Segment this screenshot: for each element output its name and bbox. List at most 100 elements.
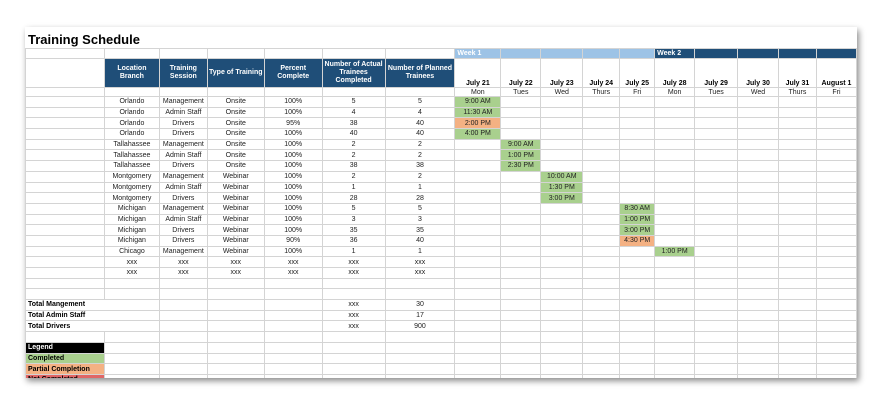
schedule-cell[interactable] bbox=[500, 234, 542, 247]
schedule-cell[interactable] bbox=[454, 224, 502, 236]
day-of-week[interactable]: Mon bbox=[454, 87, 502, 97]
planned-trainees-cell[interactable]: 3 bbox=[384, 213, 456, 226]
empty-cell[interactable] bbox=[540, 352, 584, 365]
empty-cell[interactable] bbox=[263, 331, 323, 343]
session-cell[interactable]: xxx bbox=[158, 267, 208, 279]
empty-cell[interactable] bbox=[25, 267, 105, 279]
schedule-cell[interactable] bbox=[619, 181, 656, 194]
schedule-cell[interactable] bbox=[694, 256, 739, 268]
actual-trainees-cell[interactable]: xxx bbox=[321, 267, 386, 279]
column-header[interactable]: Location Branch bbox=[103, 58, 160, 88]
empty-cell[interactable] bbox=[582, 309, 621, 322]
empty-cell[interactable] bbox=[25, 96, 105, 108]
empty-cell[interactable] bbox=[206, 320, 265, 333]
location-cell[interactable]: Orlando bbox=[103, 128, 160, 140]
empty-cell[interactable] bbox=[454, 288, 502, 301]
schedule-cell[interactable] bbox=[694, 96, 739, 108]
empty-cell[interactable] bbox=[694, 288, 739, 301]
total-label[interactable]: Total Admin Staff bbox=[25, 309, 160, 322]
schedule-cell[interactable] bbox=[815, 128, 857, 140]
planned-trainees-cell[interactable]: 40 bbox=[384, 117, 456, 130]
type-cell[interactable]: Webinar bbox=[206, 245, 265, 258]
schedule-cell[interactable] bbox=[777, 224, 817, 236]
empty-cell[interactable] bbox=[582, 299, 621, 311]
session-cell[interactable]: Management bbox=[158, 96, 208, 108]
week-2-band[interactable] bbox=[777, 48, 817, 59]
empty-cell[interactable] bbox=[694, 299, 739, 311]
empty-cell[interactable] bbox=[654, 320, 696, 333]
schedule-cell[interactable] bbox=[737, 202, 779, 215]
empty-cell[interactable] bbox=[25, 117, 105, 130]
schedule-cell[interactable] bbox=[582, 256, 621, 268]
schedule-cell[interactable] bbox=[737, 256, 779, 268]
schedule-cell[interactable] bbox=[815, 267, 857, 279]
session-cell[interactable]: xxx bbox=[158, 256, 208, 268]
day-date[interactable]: July 23 bbox=[540, 58, 584, 88]
schedule-time-cell[interactable]: 3:00 PM bbox=[540, 192, 584, 204]
empty-cell[interactable] bbox=[540, 331, 584, 343]
empty-cell[interactable] bbox=[619, 363, 656, 375]
schedule-cell[interactable] bbox=[815, 245, 857, 258]
empty-cell[interactable] bbox=[25, 277, 105, 290]
schedule-cell[interactable] bbox=[777, 192, 817, 204]
empty-cell[interactable] bbox=[654, 352, 696, 365]
schedule-cell[interactable] bbox=[500, 256, 542, 268]
day-date[interactable]: July 25 bbox=[619, 58, 656, 88]
percent-cell[interactable]: 100% bbox=[263, 106, 323, 119]
location-cell[interactable]: Montgomery bbox=[103, 192, 160, 204]
planned-trainees-cell[interactable]: 35 bbox=[384, 224, 456, 236]
schedule-cell[interactable] bbox=[815, 181, 857, 194]
empty-cell[interactable] bbox=[454, 299, 502, 311]
schedule-cell[interactable] bbox=[454, 234, 502, 247]
schedule-cell[interactable] bbox=[540, 234, 584, 247]
empty-cell[interactable] bbox=[737, 363, 779, 375]
actual-trainees-cell[interactable]: 2 bbox=[321, 149, 386, 162]
schedule-cell[interactable] bbox=[454, 245, 502, 258]
empty-cell[interactable] bbox=[694, 309, 739, 322]
day-date[interactable]: July 31 bbox=[777, 58, 817, 88]
empty-cell[interactable] bbox=[540, 288, 584, 301]
empty-cell[interactable] bbox=[158, 320, 208, 333]
empty-cell[interactable] bbox=[263, 363, 323, 375]
session-cell[interactable]: Management bbox=[158, 245, 208, 258]
schedule-cell[interactable] bbox=[737, 160, 779, 172]
schedule-cell[interactable] bbox=[619, 149, 656, 162]
empty-cell[interactable] bbox=[694, 373, 739, 378]
empty-cell[interactable] bbox=[158, 299, 208, 311]
empty-cell[interactable] bbox=[737, 288, 779, 301]
empty-cell[interactable] bbox=[25, 245, 105, 258]
schedule-cell[interactable] bbox=[737, 181, 779, 194]
schedule-cell[interactable] bbox=[654, 202, 696, 215]
schedule-cell[interactable] bbox=[654, 192, 696, 204]
percent-cell[interactable]: 95% bbox=[263, 117, 323, 130]
type-cell[interactable]: Onsite bbox=[206, 128, 265, 140]
legend-completed[interactable]: Completed bbox=[25, 352, 105, 365]
empty-cell[interactable] bbox=[777, 309, 817, 322]
type-cell[interactable]: Webinar bbox=[206, 202, 265, 215]
week-1-band[interactable] bbox=[540, 48, 584, 59]
empty-cell[interactable] bbox=[654, 341, 696, 354]
actual-trainees-cell[interactable]: 35 bbox=[321, 224, 386, 236]
session-cell[interactable]: Admin Staff bbox=[158, 181, 208, 194]
empty-cell[interactable] bbox=[654, 299, 696, 311]
schedule-cell[interactable] bbox=[582, 234, 621, 247]
empty-cell[interactable] bbox=[158, 341, 208, 354]
schedule-cell[interactable] bbox=[777, 96, 817, 108]
day-of-week[interactable]: Thurs bbox=[777, 87, 817, 97]
day-of-week[interactable]: Wed bbox=[737, 87, 779, 97]
schedule-cell[interactable] bbox=[582, 202, 621, 215]
schedule-cell[interactable] bbox=[454, 149, 502, 162]
empty-cell[interactable] bbox=[654, 331, 696, 343]
session-cell[interactable]: Drivers bbox=[158, 117, 208, 130]
empty-cell[interactable] bbox=[263, 341, 323, 354]
empty-cell[interactable] bbox=[384, 288, 456, 301]
actual-trainees-cell[interactable]: 36 bbox=[321, 234, 386, 247]
schedule-cell[interactable] bbox=[540, 202, 584, 215]
schedule-cell[interactable] bbox=[737, 117, 779, 130]
empty-cell[interactable] bbox=[654, 373, 696, 378]
schedule-cell[interactable] bbox=[654, 234, 696, 247]
schedule-cell[interactable] bbox=[582, 106, 621, 119]
schedule-cell[interactable] bbox=[619, 192, 656, 204]
location-cell[interactable]: xxx bbox=[103, 267, 160, 279]
column-header[interactable]: Training Session bbox=[158, 58, 208, 88]
